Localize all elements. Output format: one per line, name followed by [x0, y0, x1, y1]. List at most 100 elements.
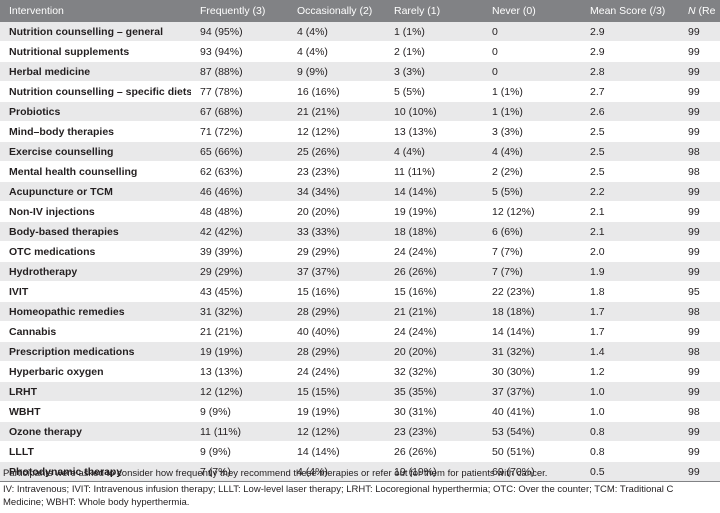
table-cell: 34 (34%) — [288, 181, 385, 202]
table-cell: 14 (14%) — [385, 181, 483, 202]
intervention-name: Mental health counselling — [0, 161, 191, 182]
table-row: LRHT 12 (12%) 15 (15%) 35 (35%) 37 (37%) 1.0 9… — [0, 381, 720, 402]
table-row: Photodynamic therapy 7 (7%) 4 (4%) 19 (19%)… — [0, 461, 720, 482]
table-row: Mind–body therapies 71 (72%) 12 (12%) 13 (1… — [0, 121, 720, 142]
table-row: Cannabis 21 (21%) 40 (40%) 24 (24%) 14 (14%)… — [0, 321, 720, 342]
table-cell: 32 (32%) — [385, 361, 483, 382]
table-cell: 98 — [679, 161, 720, 182]
table-cell: 1.0 — [581, 381, 679, 402]
table-cell: 2.9 — [581, 22, 679, 42]
table-cell: 99 — [679, 121, 720, 142]
table-cell: 15 (16%) — [385, 281, 483, 302]
table-cell: 15 (16%) — [288, 281, 385, 302]
intervention-name: Herbal medicine — [0, 61, 191, 82]
table-cell: 95 — [679, 281, 720, 302]
table-row: Nutrition counselling – general 94 (95%) 4… — [0, 22, 720, 42]
table-cell: 98 — [679, 301, 720, 322]
intervention-name: LRHT — [0, 381, 191, 402]
table-cell: 21 (21%) — [385, 301, 483, 322]
table-cell: 1.4 — [581, 341, 679, 362]
table-cell: 99 — [679, 221, 720, 242]
intervention-name: Nutrition counselling – general — [0, 22, 191, 42]
table-cell: 23 (23%) — [385, 421, 483, 442]
table-cell: 30 (31%) — [385, 401, 483, 422]
table-cell: 29 (29%) — [191, 261, 288, 282]
table-cell: 28 (29%) — [288, 301, 385, 322]
table-cell: 14 (14%) — [483, 321, 581, 342]
table-cell: 11 (11%) — [191, 421, 288, 442]
table-cell: 0 — [483, 41, 581, 62]
table-cell: 99 — [679, 321, 720, 342]
table-cell: 2.9 — [581, 41, 679, 62]
table-cell: 15 (15%) — [288, 381, 385, 402]
table-cell: 4 (4%) — [483, 141, 581, 162]
table-cell: 9 (9%) — [191, 401, 288, 422]
column-header: Never (0) — [483, 0, 581, 22]
table-cell: 87 (88%) — [191, 61, 288, 82]
table-row: Homeopathic remedies 31 (32%) 28 (29%) 21 (… — [0, 301, 720, 322]
table-cell: 43 (45%) — [191, 281, 288, 302]
table-cell: 2.7 — [581, 81, 679, 102]
table-cell: 20 (20%) — [288, 201, 385, 222]
table-cell: 1.2 — [581, 361, 679, 382]
table-cell: 99 — [679, 61, 720, 82]
table-cell: 2.2 — [581, 181, 679, 202]
intervention-name: Probiotics — [0, 101, 191, 122]
table-cell: 99 — [679, 81, 720, 102]
table-cell: 99 — [679, 461, 720, 482]
header-row: Intervention Frequently (3) Occasionally (… — [0, 0, 720, 22]
table-cell: 12 (12%) — [288, 121, 385, 142]
intervention-name: Mind–body therapies — [0, 121, 191, 142]
intervention-name: OTC medications — [0, 241, 191, 262]
table-cell: 0.5 — [581, 461, 679, 482]
table-cell: 94 (95%) — [191, 22, 288, 42]
table-cell: 99 — [679, 381, 720, 402]
intervention-name: Non-IV injections — [0, 201, 191, 222]
table-cell: 77 (78%) — [191, 81, 288, 102]
table-cell: 5 (5%) — [483, 181, 581, 202]
intervention-name: Photodynamic therapy — [0, 461, 191, 482]
table-cell: 1.0 — [581, 401, 679, 422]
table-cell: 26 (26%) — [385, 441, 483, 462]
intervention-name: Hydrotherapy — [0, 261, 191, 282]
table-row: Mental health counselling 62 (63%) 23 (23%… — [0, 161, 720, 182]
table-cell: 37 (37%) — [288, 261, 385, 282]
table-cell: 40 (40%) — [288, 321, 385, 342]
table-cell: 7 (7%) — [483, 241, 581, 262]
table-cell: 1 (1%) — [483, 81, 581, 102]
table-cell: 3 (3%) — [385, 61, 483, 82]
table-cell: 1.7 — [581, 321, 679, 342]
table-cell: 42 (42%) — [191, 221, 288, 242]
table-row: Hydrotherapy 29 (29%) 37 (37%) 26 (26%) 7 (7… — [0, 261, 720, 282]
table-cell: 2.5 — [581, 141, 679, 162]
column-header: Mean Score (/3) — [581, 0, 679, 22]
footnote: Medicine; WBHT: Whole body hyperthermia. — [3, 497, 190, 508]
results-table: Intervention Frequently (3) Occasionally (… — [0, 0, 720, 482]
column-header: Rarely (1) — [385, 0, 483, 22]
table-cell: 2.5 — [581, 161, 679, 182]
table-row: Hyperbaric oxygen 13 (13%) 24 (24%) 32 (32%… — [0, 361, 720, 382]
table-cell: 71 (72%) — [191, 121, 288, 142]
table-row: IVIT 43 (45%) 15 (16%) 15 (16%) 22 (23%) 1.8 9… — [0, 281, 720, 302]
table-row: WBHT 9 (9%) 19 (19%) 30 (31%) 40 (41%) 1.0 98 — [0, 401, 720, 422]
table-cell: 24 (24%) — [385, 241, 483, 262]
table-cell: 21 (21%) — [288, 101, 385, 122]
table-cell: 10 (10%) — [385, 101, 483, 122]
table-cell: 18 (18%) — [385, 221, 483, 242]
table-cell: 12 (12%) — [191, 381, 288, 402]
table-cell: 1.7 — [581, 301, 679, 322]
table-cell: 1.8 — [581, 281, 679, 302]
table-row: Herbal medicine 87 (88%) 9 (9%) 3 (3%) 0 2.8 9… — [0, 61, 720, 82]
table-row: Nutrition counselling – specific diets 77… — [0, 81, 720, 102]
table-row: OTC medications 39 (39%) 29 (29%) 24 (24%) 7… — [0, 241, 720, 262]
table-cell: 25 (26%) — [288, 141, 385, 162]
table-cell: 4 (4%) — [288, 461, 385, 482]
table-cell: 19 (19%) — [385, 461, 483, 482]
column-header: Intervention — [0, 0, 191, 22]
table-cell: 99 — [679, 361, 720, 382]
table-cell: 99 — [679, 421, 720, 442]
table-row: Nutritional supplements 93 (94%) 4 (4%) 2 (… — [0, 41, 720, 62]
table-body: Nutrition counselling – general 94 (95%) 4… — [0, 22, 720, 482]
table-row: Non-IV injections 48 (48%) 20 (20%) 19 (19%… — [0, 201, 720, 222]
